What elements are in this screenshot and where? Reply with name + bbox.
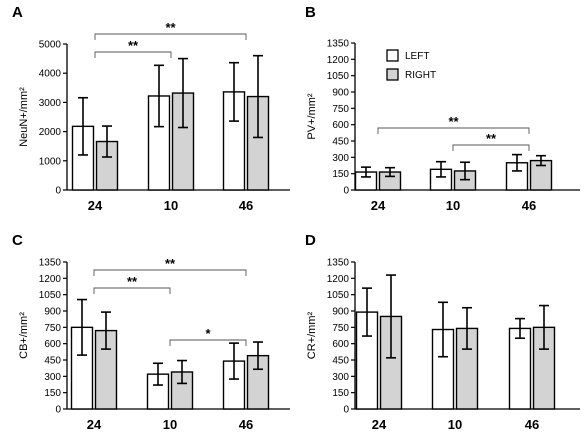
y-tick-label: 0	[343, 186, 349, 197]
x-category-label: 46	[239, 417, 253, 432]
y-tick-label: 300	[44, 372, 61, 383]
y-tick-label: 0	[343, 405, 349, 416]
y-tick-label: 1200	[39, 274, 62, 285]
y-tick-label: 300	[332, 153, 349, 164]
y-tick-label: 1050	[327, 71, 350, 82]
significance-label: **	[448, 114, 459, 129]
y-tick-label: 3000	[39, 98, 62, 109]
legend-right-swatch	[386, 68, 399, 81]
panel-b: B 0 150 300 450 600 750 900 1050 1200 1350 PV+/mm² 2…	[305, 4, 580, 213]
significance-label: **	[128, 38, 139, 53]
panel-letter: C	[12, 232, 23, 249]
y-axis-label: CR+/mm²	[306, 311, 318, 359]
significance-label: **	[165, 20, 176, 35]
x-category-label: 10	[446, 198, 460, 213]
y-axis-label: CB+/mm²	[18, 312, 30, 359]
x-category-label: 10	[163, 417, 177, 432]
x-category-label: 24	[371, 198, 386, 213]
panel-letter: A	[12, 4, 23, 21]
y-tick-label: 750	[332, 104, 349, 115]
y-tick-label: 750	[332, 323, 349, 334]
significance-bracket	[93, 287, 171, 294]
y-tick-label: 600	[332, 120, 349, 131]
x-category-label: 24	[372, 417, 387, 432]
significance-bracket	[94, 51, 172, 58]
x-category-label: 10	[164, 198, 178, 213]
y-tick-label: 450	[332, 137, 349, 148]
y-tick-label: 4000	[39, 69, 62, 80]
significance-label: **	[127, 274, 138, 289]
y-tick-label: 0	[55, 186, 61, 197]
x-category-label: 24	[87, 417, 102, 432]
significance-bracket	[452, 144, 530, 151]
y-tick-label: 1200	[327, 55, 350, 66]
panel-letter: D	[305, 232, 316, 249]
y-tick-label: 450	[332, 356, 349, 367]
y-tick-label: 5000	[39, 40, 62, 51]
y-tick-label: 2000	[39, 127, 62, 138]
y-tick-label: 300	[332, 372, 349, 383]
significance-bracket	[377, 127, 530, 134]
y-tick-label: 600	[332, 339, 349, 350]
y-tick-label: 900	[332, 307, 349, 318]
y-tick-label: 1350	[327, 258, 350, 269]
y-tick-label: 1350	[327, 39, 350, 50]
significance-label: **	[165, 256, 176, 271]
y-tick-label: 450	[44, 356, 61, 367]
significance-bracket	[93, 269, 247, 276]
y-axis-label: PV+/mm²	[306, 93, 318, 139]
y-tick-label: 150	[44, 388, 61, 399]
x-category-label: 24	[88, 198, 103, 213]
y-tick-label: 750	[44, 323, 61, 334]
legend: LEFT RIGHT	[386, 49, 436, 81]
x-category-label: 46	[522, 198, 536, 213]
y-tick-label: 150	[332, 169, 349, 180]
y-tick-label: 150	[332, 388, 349, 399]
legend-right-label: RIGHT	[405, 70, 436, 81]
y-tick-label: 900	[332, 88, 349, 99]
y-tick-label: 600	[44, 339, 61, 350]
panel-letter: B	[305, 4, 316, 21]
significance-label: **	[486, 131, 497, 146]
significance-bracket	[94, 33, 247, 40]
x-category-label: 46	[525, 417, 539, 432]
y-tick-label: 1050	[39, 290, 62, 301]
panel-a: A 0 1000 2000 3000 4000 5000 NeuN+/mm² 24 10 46 ** *…	[12, 4, 290, 213]
y-tick-label: 900	[44, 307, 61, 318]
y-tick-label: 1350	[39, 258, 62, 269]
x-category-label: 46	[239, 198, 253, 213]
significance-bracket	[169, 339, 247, 346]
legend-left-label: LEFT	[405, 51, 429, 62]
significance-label: *	[205, 326, 211, 341]
legend-left-swatch	[386, 49, 399, 62]
x-category-label: 10	[448, 417, 462, 432]
y-tick-label: 1050	[327, 290, 350, 301]
panel-d: D 0 150 300 450 600 750 900 1050 1200 1350 CR+/mm² 2…	[305, 232, 580, 432]
y-tick-label: 1200	[327, 274, 350, 285]
panel-c: C 0 150 300 450 600 750 900 1050 1200 1350 CB+/mm² 2…	[12, 232, 290, 432]
y-tick-label: 0	[55, 405, 61, 416]
y-tick-label: 1000	[39, 156, 62, 167]
bar-left	[508, 327, 532, 410]
y-axis-label: NeuN+/mm²	[18, 87, 30, 147]
